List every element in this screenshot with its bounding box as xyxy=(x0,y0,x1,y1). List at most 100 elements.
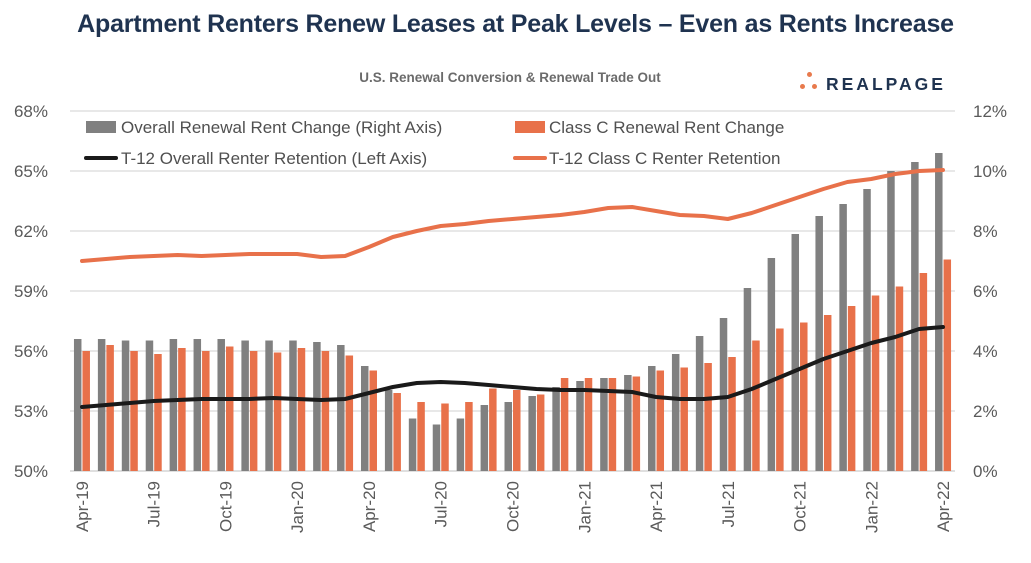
bar-overall-rent-change xyxy=(217,339,225,471)
bar-classc-rent-change xyxy=(656,370,665,471)
right-axis: 0% 2% 4% 6% 8% 10% 12% xyxy=(973,102,1007,481)
x-tick-label: Apr-22 xyxy=(934,481,953,532)
bar-classc-rent-change xyxy=(345,355,354,471)
left-tick-label: 50% xyxy=(14,462,48,481)
bar-classc-rent-change xyxy=(393,393,401,471)
bar-classc-rent-change xyxy=(202,351,210,471)
bar-classc-rent-change xyxy=(608,378,617,471)
bar-classc-rent-change xyxy=(225,346,234,471)
bar-overall-rent-change xyxy=(911,162,919,471)
bar-overall-rent-change xyxy=(839,204,847,471)
legend-label-classc-rent: Class C Renewal Rent Change xyxy=(549,118,784,137)
bar-overall-rent-change xyxy=(791,234,800,471)
bar-overall-rent-change xyxy=(743,288,752,471)
line-overall-retention xyxy=(80,325,945,409)
bar-classc-rent-change xyxy=(943,259,952,471)
bar-overall-rent-change xyxy=(648,366,656,471)
bar-overall-rent-change xyxy=(384,390,393,471)
right-tick-label: 0% xyxy=(973,462,998,481)
left-tick-label: 65% xyxy=(14,162,48,181)
bar-overall-rent-change xyxy=(456,418,465,471)
chart-subtitle: U.S. Renewal Conversion & Renewal Trade … xyxy=(359,70,661,85)
x-tick-label: Oct-20 xyxy=(504,481,523,532)
bar-overall-rent-change xyxy=(408,418,417,471)
bar-classc-rent-change xyxy=(106,345,114,471)
bar-classc-rent-change xyxy=(489,388,497,471)
bar-classc-rent-change xyxy=(273,352,282,471)
x-tick-label: Apr-20 xyxy=(360,481,379,532)
bar-overall-rent-change xyxy=(241,340,249,471)
bar-classc-rent-change xyxy=(584,378,593,471)
bar-overall-rent-change xyxy=(935,153,943,471)
bar-classc-rent-change xyxy=(728,357,736,471)
bar-classc-rent-change xyxy=(369,370,377,471)
bar-overall-rent-change xyxy=(695,336,704,471)
bar-series xyxy=(73,153,952,471)
x-tick-label: Jan-20 xyxy=(288,481,307,533)
bar-overall-rent-change xyxy=(289,340,297,471)
bar-overall-rent-change xyxy=(480,405,489,471)
left-tick-label: 62% xyxy=(14,222,48,241)
bar-classc-rent-change xyxy=(752,340,760,471)
bar-classc-rent-change xyxy=(680,367,688,471)
bar-overall-rent-change xyxy=(504,402,512,471)
bar-classc-rent-change xyxy=(130,351,138,471)
line-series xyxy=(80,168,945,409)
x-tick-label: Jul-20 xyxy=(432,481,451,527)
right-tick-label: 4% xyxy=(973,342,998,361)
bar-classc-rent-change xyxy=(154,354,162,471)
bar-overall-rent-change xyxy=(360,366,369,471)
bar-classc-rent-change xyxy=(560,378,569,471)
bar-overall-rent-change xyxy=(671,354,680,471)
bar-overall-rent-change xyxy=(169,339,178,471)
bar-overall-rent-change xyxy=(528,396,536,471)
right-tick-label: 2% xyxy=(973,402,998,421)
bar-classc-rent-change xyxy=(632,376,641,471)
bar-classc-rent-change xyxy=(82,351,90,471)
x-tick-label: Apr-19 xyxy=(73,481,92,532)
bar-classc-rent-change xyxy=(441,403,449,471)
bar-overall-rent-change xyxy=(121,340,130,471)
bar-overall-rent-change xyxy=(767,258,776,471)
page-title: Apartment Renters Renew Leases at Peak L… xyxy=(77,10,954,38)
logo-text: REALPAGE xyxy=(826,74,946,94)
bar-overall-rent-change xyxy=(624,375,632,471)
right-tick-label: 12% xyxy=(973,102,1007,121)
x-tick-label: Oct-21 xyxy=(791,481,810,532)
legend-swatch-overall-rent xyxy=(86,121,116,133)
x-tick-label: Jan-22 xyxy=(862,481,881,533)
bar-classc-rent-change xyxy=(704,363,712,471)
bar-overall-rent-change xyxy=(432,424,441,471)
bar-overall-rent-change xyxy=(719,318,728,471)
bar-classc-rent-change xyxy=(847,306,856,471)
x-tick-label: Jul-21 xyxy=(719,481,738,527)
bar-overall-rent-change xyxy=(337,345,345,471)
x-tick-label: Oct-19 xyxy=(217,481,236,532)
bar-overall-rent-change xyxy=(600,378,608,471)
bar-classc-rent-change xyxy=(417,402,425,471)
bar-classc-rent-change xyxy=(895,286,904,471)
bar-classc-rent-change xyxy=(297,348,306,471)
left-axis: 50% 53% 56% 59% 62% 65% 68% xyxy=(14,102,48,481)
bar-classc-rent-change xyxy=(465,402,473,471)
bar-classc-rent-change xyxy=(513,390,521,471)
legend-swatch-classc-rent xyxy=(515,121,545,133)
legend-label-overall-rent: Overall Renewal Rent Change (Right Axis) xyxy=(121,118,442,137)
legend: Overall Renewal Rent Change (Right Axis)… xyxy=(84,118,784,168)
bar-overall-rent-change xyxy=(887,171,895,471)
bar-overall-rent-change xyxy=(552,387,560,471)
legend-label-classc-retention: T-12 Class C Renter Retention xyxy=(549,149,781,168)
left-tick-label: 59% xyxy=(14,282,48,301)
bar-classc-rent-change xyxy=(249,351,258,471)
legend-label-overall-retention: T-12 Overall Renter Retention (Left Axis… xyxy=(121,149,427,168)
logo-dots-icon xyxy=(798,72,824,96)
x-tick-label: Jan-21 xyxy=(575,481,594,533)
bar-classc-rent-change xyxy=(823,315,832,471)
bar-overall-rent-change xyxy=(73,339,82,471)
bar-overall-rent-change xyxy=(576,381,584,471)
bar-overall-rent-change xyxy=(815,216,823,471)
x-tick-label: Jul-19 xyxy=(145,481,164,527)
bar-overall-rent-change xyxy=(313,342,321,471)
bar-overall-rent-change xyxy=(863,189,871,471)
